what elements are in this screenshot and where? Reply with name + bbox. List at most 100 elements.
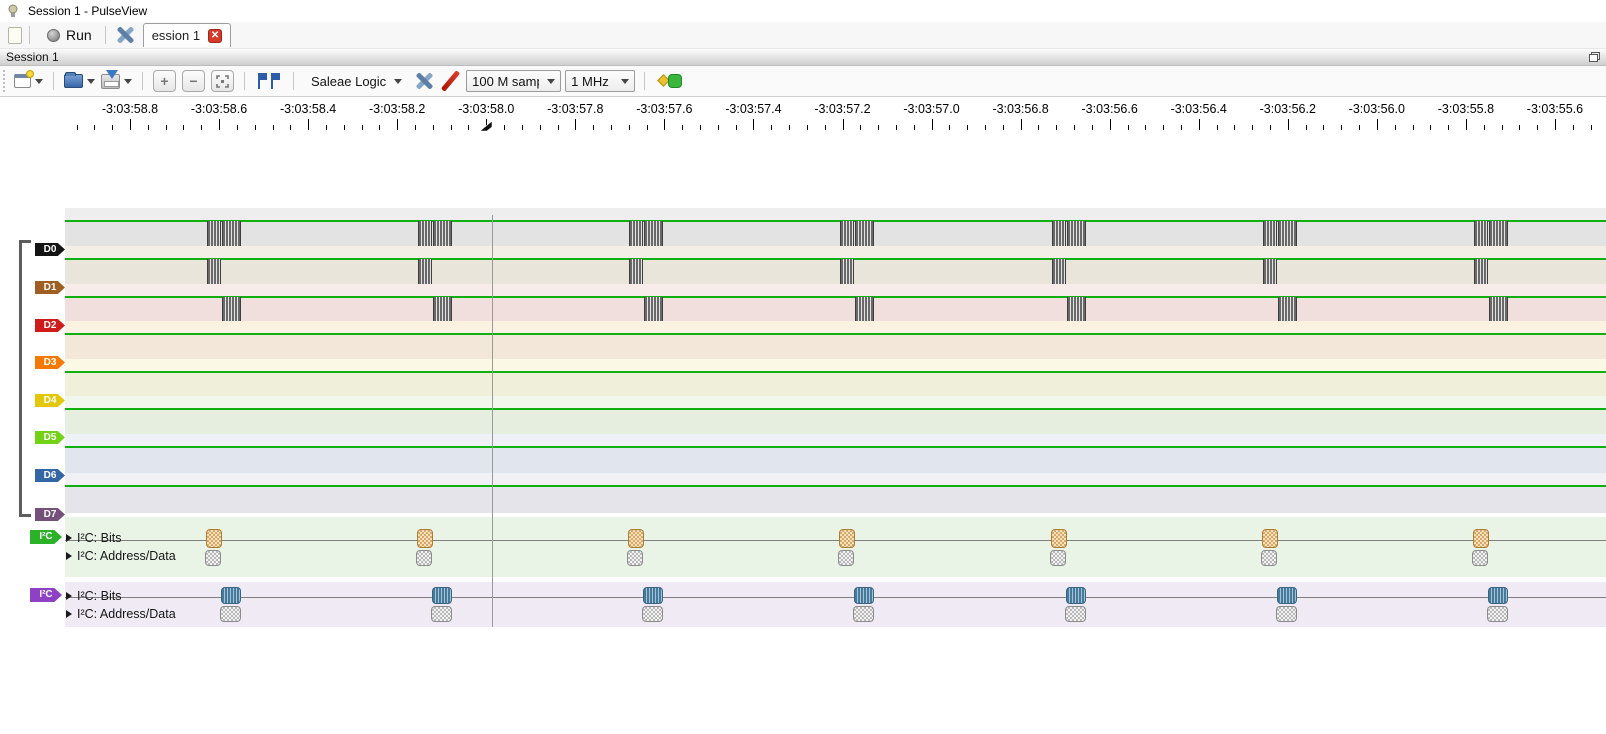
- decoder-annotation[interactable]: [627, 550, 643, 566]
- ruler-tick: [1234, 125, 1236, 130]
- decoder-annotation[interactable]: [1050, 550, 1066, 566]
- decoder-annotation[interactable]: [1487, 606, 1508, 622]
- decoder-row-label[interactable]: I²C: Address/Data: [66, 549, 176, 563]
- decoder-tag-i2c[interactable]: I²C: [30, 588, 62, 602]
- signal-burst: [855, 297, 874, 324]
- probe-icon[interactable]: [440, 70, 461, 92]
- ruler-tick: [468, 125, 470, 130]
- decoder-annotation[interactable]: [1277, 587, 1297, 604]
- decoder-annotation[interactable]: [432, 587, 452, 604]
- zoom-in-button[interactable]: +: [153, 70, 176, 92]
- session-tab[interactable]: ession 1 ✕: [142, 23, 232, 47]
- decoder-annotation[interactable]: [417, 529, 433, 548]
- ruler-tick-label: -3:03:57.2: [814, 102, 871, 116]
- ruler-tick: [1002, 125, 1004, 130]
- ruler-tick-label: -3:03:57.6: [636, 102, 693, 116]
- decoder-annotation[interactable]: [205, 550, 221, 566]
- signal-burst: [207, 259, 221, 286]
- sample-count-combo[interactable]: 100 M samp: [466, 70, 562, 92]
- ruler-tick: [94, 125, 96, 130]
- open-file-button[interactable]: [61, 69, 98, 93]
- add-decoder-icon[interactable]: [657, 72, 684, 90]
- ruler-tick: [308, 119, 310, 130]
- decoder-annotation[interactable]: [642, 606, 663, 622]
- channel-tag-d2[interactable]: D2: [35, 319, 65, 332]
- chevron-down-icon[interactable]: [394, 78, 403, 84]
- decoder-tag-i2c[interactable]: I²C: [30, 530, 62, 544]
- decoder-annotation[interactable]: [1261, 550, 1277, 566]
- ruler-tick-label: -3:03:55.8: [1437, 102, 1495, 116]
- ruler-tick: [1448, 125, 1450, 130]
- settings-icon[interactable]: [115, 26, 135, 44]
- channel-row-bg: [65, 447, 1606, 473]
- decoder-annotation[interactable]: [1066, 587, 1086, 604]
- zoom-fit-button[interactable]: [211, 70, 234, 92]
- channel-tag-d5[interactable]: D5: [35, 431, 65, 444]
- save-file-button[interactable]: [98, 69, 135, 93]
- decoder-row-label-text: I²C: Address/Data: [77, 607, 176, 621]
- zoom-out-button[interactable]: −: [182, 70, 205, 92]
- ruler-tick: [1483, 125, 1485, 130]
- decoder-annotation[interactable]: [1262, 529, 1278, 548]
- decoder-annotation[interactable]: [416, 550, 432, 566]
- decoder-annotation[interactable]: [1473, 529, 1489, 548]
- decoder-annotation[interactable]: [221, 587, 241, 604]
- toolbar-grip[interactable]: [2, 69, 7, 93]
- expand-arrow-icon[interactable]: [66, 592, 72, 600]
- ruler-tick: [842, 119, 844, 130]
- decoder-annotation[interactable]: [1488, 587, 1508, 604]
- decoder-row-label[interactable]: I²C: Address/Data: [66, 607, 176, 621]
- decoder-annotation[interactable]: [838, 550, 854, 566]
- channel-tag-d6[interactable]: D6: [35, 469, 65, 482]
- decoder-annotation[interactable]: [854, 587, 874, 604]
- decoder-annotation[interactable]: [853, 606, 874, 622]
- decoder-annotation[interactable]: [1051, 529, 1067, 548]
- ruler-tick: [1270, 125, 1271, 130]
- decoder-annotation[interactable]: [643, 587, 663, 604]
- signal-trace: [65, 333, 1606, 335]
- ruler-tick: [147, 125, 149, 130]
- decoder-annotation[interactable]: [206, 529, 222, 548]
- decoder-annotation[interactable]: [431, 606, 452, 622]
- channel-group-bracket[interactable]: [19, 240, 31, 517]
- float-dock-icon[interactable]: [1589, 52, 1600, 62]
- expand-arrow-icon[interactable]: [66, 552, 72, 560]
- new-file-button[interactable]: [11, 69, 46, 93]
- channels-icon[interactable]: [414, 72, 434, 90]
- device-selector-label[interactable]: Saleae Logic: [311, 73, 387, 89]
- ruler-tick-label: -3:03:56.8: [992, 102, 1049, 116]
- signal-burst: [1052, 259, 1066, 286]
- run-button[interactable]: Run: [37, 27, 98, 43]
- decoder-annotation[interactable]: [839, 529, 855, 548]
- decoder-row-label[interactable]: I²C: Bits: [66, 531, 121, 545]
- channel-tag-d1[interactable]: D1: [35, 281, 65, 294]
- ruler-tick: [913, 125, 915, 130]
- decoder-row-label[interactable]: I²C: Bits: [66, 589, 121, 603]
- channel-tag-d0[interactable]: D0: [35, 243, 65, 256]
- expand-arrow-icon[interactable]: [66, 610, 72, 618]
- expand-arrow-icon[interactable]: [66, 534, 72, 542]
- decoder-annotation[interactable]: [628, 529, 644, 548]
- ruler-tick: [1145, 125, 1147, 130]
- ruler-tick: [130, 119, 131, 130]
- channel-tag-d3[interactable]: D3: [35, 356, 65, 369]
- channel-tag-d7[interactable]: D7: [35, 508, 65, 521]
- channel-row: [65, 284, 1606, 324]
- ruler-tick: [236, 125, 238, 130]
- decoder-annotation[interactable]: [1276, 606, 1297, 622]
- signal-burst: [418, 221, 432, 248]
- channel-tag-d4[interactable]: D4: [35, 394, 65, 407]
- tab-close-icon[interactable]: ✕: [208, 28, 223, 43]
- decoder-annotation[interactable]: [220, 606, 241, 622]
- ruler-tick: [1323, 125, 1325, 130]
- time-ruler[interactable]: -3:03:58.8 -3:03:58.6 -3:03:58.4 -3:03:58.2…: [0, 97, 1606, 133]
- sample-rate-combo[interactable]: 1 MHz: [565, 70, 636, 92]
- ruler-tick: [1109, 119, 1111, 130]
- new-session-icon[interactable]: [8, 26, 22, 44]
- decoder-annotation[interactable]: [1065, 606, 1086, 622]
- ruler-tick: [1537, 125, 1539, 130]
- decoder-annotation[interactable]: [1472, 550, 1488, 566]
- signal-trace: [65, 296, 1606, 298]
- show-cursors-button[interactable]: [252, 69, 286, 93]
- ruler-tick: [1091, 125, 1093, 130]
